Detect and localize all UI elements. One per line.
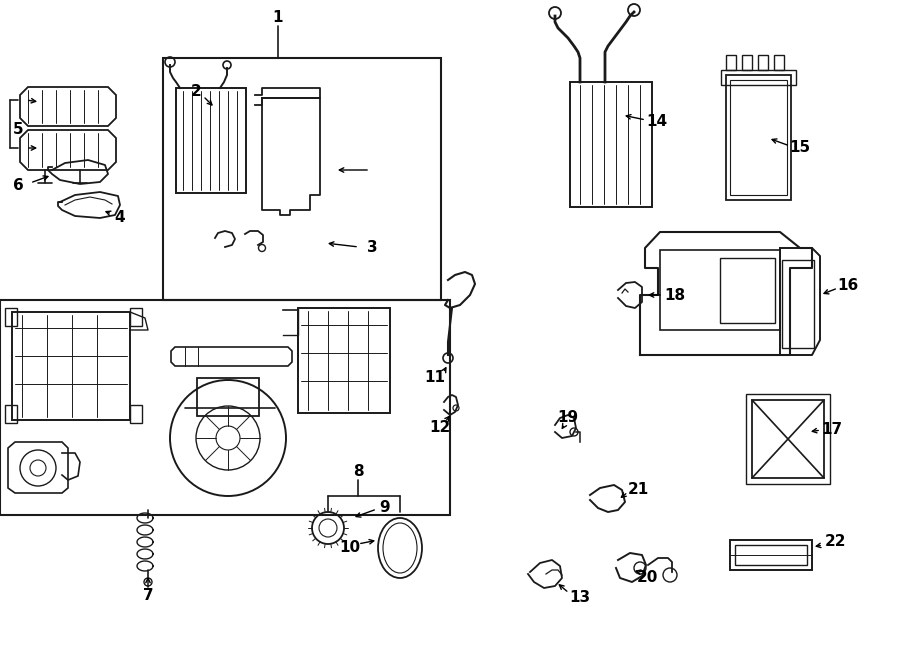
Bar <box>720 258 775 323</box>
Bar <box>130 308 142 326</box>
Text: 17: 17 <box>822 422 842 438</box>
Bar <box>752 400 824 478</box>
Bar <box>774 55 784 70</box>
Bar <box>746 394 830 484</box>
Bar <box>176 88 246 193</box>
Bar <box>782 260 814 348</box>
Bar <box>730 540 812 570</box>
Text: 10: 10 <box>339 541 361 555</box>
Bar <box>660 250 780 330</box>
Bar <box>721 70 796 85</box>
Bar <box>163 58 441 300</box>
Text: 16: 16 <box>837 278 859 293</box>
Text: 13: 13 <box>570 590 590 605</box>
Text: 20: 20 <box>636 570 658 586</box>
Text: 6: 6 <box>13 178 23 192</box>
Text: 5: 5 <box>13 122 23 137</box>
Text: 22: 22 <box>824 535 846 549</box>
Bar <box>742 55 752 70</box>
Bar <box>197 378 259 416</box>
Text: 3: 3 <box>366 239 377 254</box>
Bar <box>726 55 736 70</box>
Text: 2: 2 <box>191 83 202 98</box>
Text: 15: 15 <box>789 141 811 155</box>
Text: 8: 8 <box>353 465 364 479</box>
Bar <box>758 55 768 70</box>
Bar <box>570 82 652 207</box>
Text: 12: 12 <box>429 420 451 436</box>
Bar <box>5 308 17 326</box>
Text: 18: 18 <box>664 288 686 303</box>
Bar <box>5 405 17 423</box>
Text: 11: 11 <box>425 371 446 385</box>
Bar <box>726 75 791 200</box>
Text: 14: 14 <box>646 114 668 130</box>
Text: 1: 1 <box>273 11 284 26</box>
Bar <box>298 308 390 413</box>
Text: 19: 19 <box>557 410 579 426</box>
Text: 9: 9 <box>380 500 391 516</box>
Bar <box>735 545 807 565</box>
Bar <box>730 80 787 195</box>
Bar <box>0 300 450 515</box>
Text: 21: 21 <box>627 483 649 498</box>
Bar <box>12 312 130 420</box>
Text: 7: 7 <box>143 588 153 602</box>
Text: 4: 4 <box>114 210 125 225</box>
Bar <box>130 405 142 423</box>
